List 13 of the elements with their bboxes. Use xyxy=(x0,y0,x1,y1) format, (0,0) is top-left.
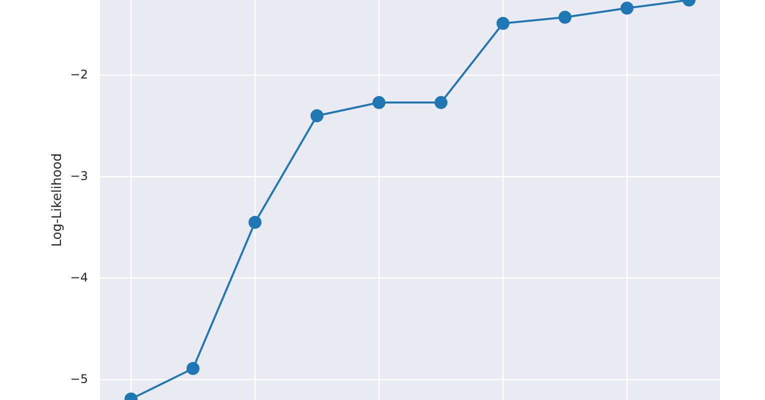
point xyxy=(248,216,262,229)
y-tick-label: −5 xyxy=(70,372,88,386)
y-tick-label: −4 xyxy=(70,270,88,284)
y-axis-title: Log-Likelihood xyxy=(50,153,66,247)
y-tick-label: −2 xyxy=(70,67,88,82)
point xyxy=(372,96,386,110)
y-tick-label: −3 xyxy=(70,168,88,183)
point xyxy=(434,96,448,110)
point xyxy=(186,362,200,376)
point xyxy=(496,16,510,30)
point xyxy=(558,10,572,24)
point xyxy=(620,2,634,15)
point xyxy=(310,109,324,122)
